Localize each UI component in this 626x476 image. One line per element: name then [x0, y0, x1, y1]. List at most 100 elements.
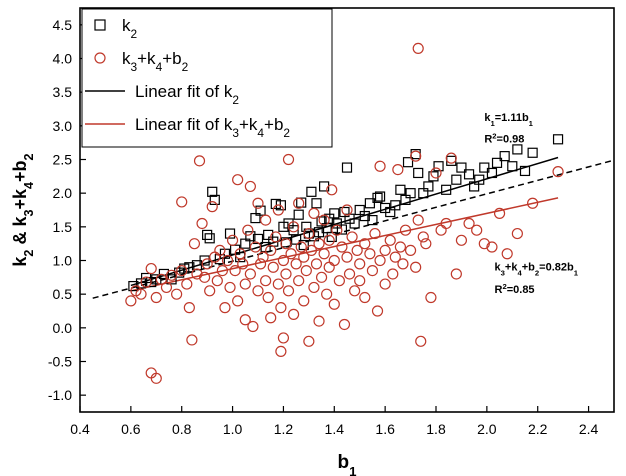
k3-point [343, 268, 356, 280]
k3-point [277, 332, 290, 344]
y-tick-label: 3.5 [53, 84, 73, 100]
k3-point [237, 258, 249, 270]
y-tick-label: 2.0 [53, 185, 73, 201]
k3-point [257, 251, 269, 263]
k3-point [252, 197, 264, 209]
x-tick-label: 2.2 [528, 421, 548, 437]
k3-point [351, 244, 363, 256]
k3-point [186, 334, 198, 346]
k3-point [249, 241, 262, 253]
k3-point [410, 261, 422, 273]
k3-point [226, 234, 239, 246]
k3-point [300, 265, 312, 277]
k2-point [499, 151, 510, 162]
k3-point [150, 291, 162, 304]
k2-point [367, 215, 378, 226]
x-tick-label: 1.0 [223, 421, 243, 437]
k2-point [428, 171, 439, 182]
y-tick-label: 0.5 [53, 286, 73, 302]
k2-point [224, 228, 236, 239]
k3-point [293, 197, 305, 209]
k3-point [145, 262, 157, 275]
k2-point [245, 231, 256, 242]
k2-point [329, 208, 340, 219]
k3-point [455, 234, 468, 246]
k3-point [201, 258, 213, 270]
k2-point [479, 162, 490, 173]
k3-point [374, 160, 386, 172]
k3-point [183, 302, 195, 314]
k3-point [354, 275, 366, 287]
k2-point [390, 200, 401, 211]
k2-point [151, 274, 162, 285]
k3-point [244, 268, 256, 280]
k2-point [463, 169, 475, 180]
k2-point [301, 221, 312, 232]
y-tick-label: 4.0 [53, 51, 73, 67]
k3-point [293, 275, 305, 287]
x-tick-label: 0.4 [70, 421, 90, 437]
k3-point [204, 285, 216, 297]
k3-point [450, 268, 462, 280]
legend-label: Linear fit of k3+k4+b2 [135, 115, 290, 140]
k3-point [176, 196, 188, 208]
k2-point [405, 188, 416, 199]
k2-point [255, 205, 266, 216]
y-axis-label: k2 & k3+k4+b2 [10, 153, 36, 266]
k3-point [354, 258, 366, 270]
k3-point [242, 224, 254, 236]
k3-point [445, 152, 457, 164]
k3-point [379, 244, 391, 256]
k2-point [199, 255, 210, 266]
k2-point [519, 165, 531, 177]
k3-point [234, 248, 246, 260]
k3-point [288, 221, 300, 233]
y-tick-label: 0.0 [53, 320, 73, 336]
k3-point [308, 207, 320, 219]
y-tick-label: 1.5 [53, 219, 73, 235]
k3-point [275, 302, 287, 314]
k2-equation-annotation: k1=1.11b1 [484, 112, 533, 128]
k3-point [333, 275, 345, 287]
k3-point [397, 258, 409, 270]
legend-label: k2 [122, 16, 138, 41]
k3-point [272, 278, 284, 290]
legend-label: Linear fit of k2 [135, 82, 239, 107]
k2-point [291, 234, 302, 245]
k3-point [410, 150, 422, 162]
k3-point [260, 214, 272, 226]
k3-point [295, 241, 307, 253]
k2-point [204, 233, 215, 244]
k2-point [395, 184, 406, 195]
k3-point [415, 335, 427, 347]
k2-r2-annotation: R2=0.98 [484, 131, 524, 146]
k3-point [463, 217, 475, 230]
y-tick-label: 2.5 [53, 152, 73, 168]
k2-point [507, 161, 518, 172]
k3-point [425, 291, 437, 304]
k3-point [374, 254, 386, 267]
legend-label: k3+k4+b2 [122, 49, 189, 74]
k2-point [306, 186, 317, 197]
k3-point [501, 248, 513, 260]
k3-point [379, 278, 391, 290]
k3-point [308, 281, 320, 294]
k3-point [313, 315, 325, 327]
k3-point [193, 155, 206, 167]
k3-point [199, 271, 211, 283]
k2-point [527, 147, 538, 158]
k2-point [441, 184, 452, 195]
k3-point [171, 288, 183, 300]
k3-point [277, 254, 290, 267]
k3-point [366, 265, 379, 277]
k3-point [224, 281, 236, 294]
k3-point [369, 227, 381, 240]
data-points [125, 42, 564, 384]
k3-point [471, 224, 483, 236]
x-tick-label: 1.2 [274, 421, 294, 437]
k3-point [181, 278, 193, 290]
x-tick-label: 2.0 [477, 421, 497, 437]
k3-point [387, 268, 399, 280]
k2-point [552, 134, 564, 145]
k3-point [527, 197, 539, 209]
